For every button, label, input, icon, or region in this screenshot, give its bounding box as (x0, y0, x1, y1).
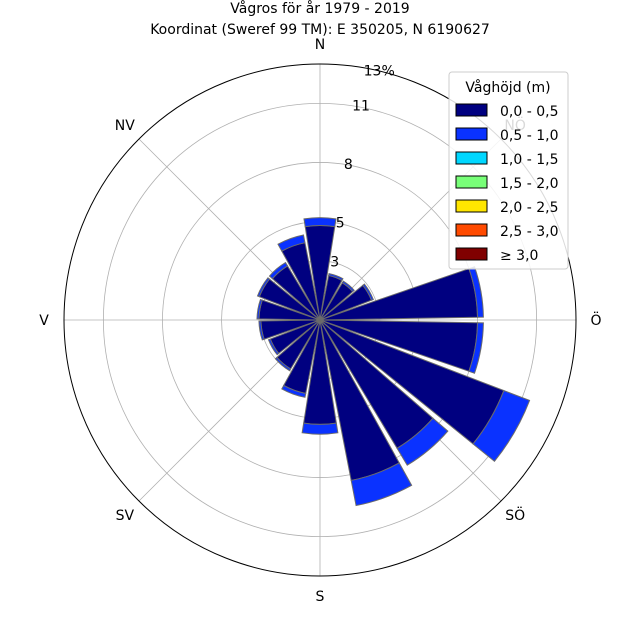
legend-label-3: 1,5 - 2,0 (500, 176, 558, 192)
legend-swatch-4 (455, 199, 488, 213)
sector-140-bin-1 (396, 417, 449, 466)
direction-label-v: V (39, 313, 49, 329)
ring-label-2: 8 (344, 157, 353, 173)
legend-frame (448, 71, 569, 270)
direction-label-sv: SV (116, 508, 135, 524)
direction-label-s: S (316, 589, 325, 605)
outer-ring (63, 63, 577, 577)
grid-ring-2 (162, 162, 478, 478)
legend-swatch-2 (455, 151, 488, 165)
legend-swatch-0 (455, 103, 488, 117)
sector-180-bin-1 (301, 422, 339, 435)
legend: Våghöjd (m) 0,0 - 0,5 0,5 - 1,0 1,0 - 1,5 1… (448, 71, 569, 270)
legend-label-1: 0,5 - 1,0 (500, 128, 558, 144)
direction-label-sö: SÖ (505, 506, 525, 524)
rose-sectors (256, 217, 531, 507)
sector-200-bin-1 (281, 384, 307, 398)
sector-340-bin-1 (277, 234, 306, 252)
sector-220-bin-1 (274, 356, 292, 372)
ring-label-outer: 13% (364, 63, 395, 79)
sector-240-bin-1 (267, 338, 280, 356)
legend-label-5: 2,5 - 3,0 (500, 224, 558, 240)
ring-label-3: 11 (352, 98, 370, 114)
legend-label-2: 1,0 - 1,5 (500, 152, 558, 168)
legend-label-4: 2,0 - 2,5 (500, 200, 558, 216)
sector-300-bin-1 (256, 277, 271, 298)
legend-swatch-3 (455, 175, 488, 189)
direction-label-n: N (315, 37, 325, 53)
sector-80-bin-1 (468, 266, 484, 318)
ring-label-1: 5 (336, 216, 345, 232)
legend-swatch-1 (455, 127, 488, 141)
sector-280-bin-1 (256, 298, 263, 320)
sector-60-bin-1 (362, 283, 374, 301)
sector-260-bin-1 (258, 320, 265, 341)
legend-title: Våghöjd (m) (465, 79, 550, 96)
direction-label-nv: NV (115, 118, 135, 134)
sector-320-bin-1 (268, 261, 289, 280)
sector-120-bin-1 (472, 389, 531, 462)
grid-ring-3 (102, 102, 538, 538)
legend-swatch-5 (455, 223, 488, 237)
legend-label-6: ≥ 3,0 (500, 248, 538, 264)
sector-20-bin-1 (328, 273, 344, 282)
ring-label-0: 3 (330, 255, 339, 271)
chart-title: Vågros för år 1979 - 2019 (230, 0, 409, 17)
chart-subtitle: Koordinat (Sweref 99 TM): E 350205, N 61… (150, 22, 490, 38)
sector-160-bin-1 (350, 462, 413, 507)
legend-swatch-6 (455, 247, 488, 261)
sector-100-bin-1 (468, 322, 484, 374)
ring-labels: 3 5 8 11 13% (330, 63, 395, 270)
legend-label-0: 0,0 - 0,5 (500, 104, 558, 120)
direction-label-ö: Ö (590, 311, 601, 329)
legend-items: 0,0 - 0,5 0,5 - 1,0 1,0 - 1,5 1,5 - 2,0 2,0 … (455, 103, 558, 264)
sector-0-bin-1 (303, 217, 337, 228)
sector-40-bin-1 (341, 280, 355, 293)
